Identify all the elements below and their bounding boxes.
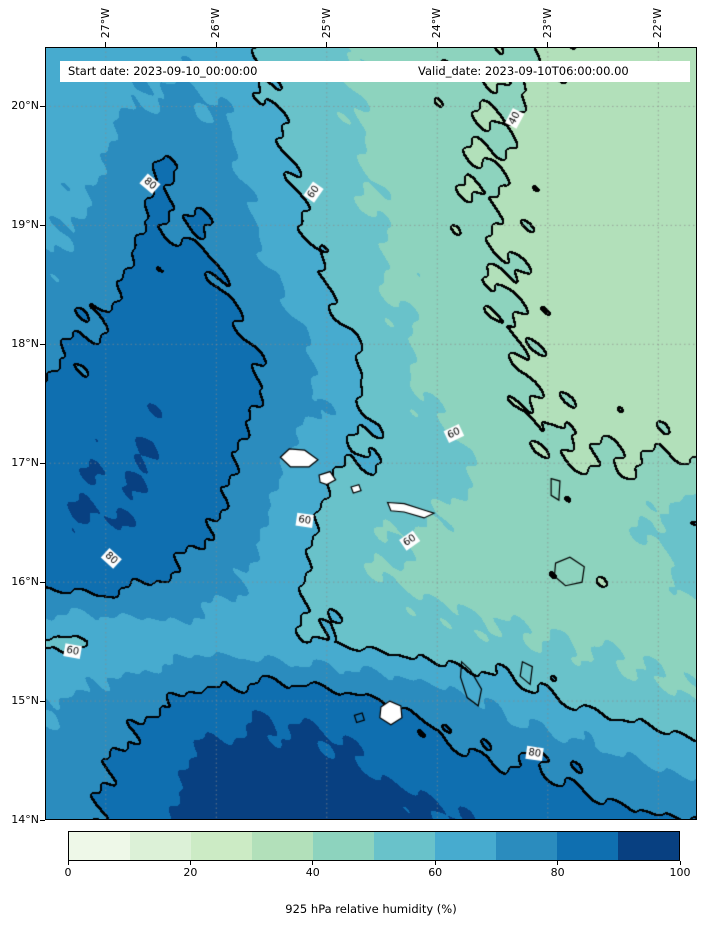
colorbar-tick-label: 20 — [183, 866, 198, 879]
colorbar — [68, 831, 680, 861]
colorbar-tick-mark — [679, 861, 681, 865]
lat-tick-mark — [40, 105, 45, 107]
lat-tick-label: 17°N — [11, 456, 39, 470]
colorbar-tick-label: 100 — [669, 866, 691, 879]
lon-tick-mark — [215, 42, 217, 47]
lat-tick-label: 20°N — [11, 99, 39, 113]
date-banner: Start date: 2023-09-10_00:00:00 Valid_da… — [60, 61, 690, 82]
lat-tick-mark — [40, 700, 45, 702]
lat-tick-label: 18°N — [11, 337, 39, 351]
colorbar-segment — [435, 832, 496, 860]
lon-tick-label: 24°W — [430, 7, 444, 39]
colorbar-tick-label: 40 — [305, 866, 320, 879]
colorbar-segment — [313, 832, 374, 860]
lon-tick-mark — [326, 42, 328, 47]
colorbar-segment — [374, 832, 435, 860]
colorbar-segment — [130, 832, 191, 860]
lon-tick-mark — [547, 42, 549, 47]
lon-tick-mark — [105, 42, 107, 47]
lat-tick-mark — [40, 581, 45, 583]
colorbar-segment — [252, 832, 313, 860]
lat-tick-mark — [40, 343, 45, 345]
lon-tick-label: 27°W — [98, 7, 112, 39]
colorbar-tick-label: 80 — [550, 866, 565, 879]
colorbar-tick-mark — [67, 861, 69, 865]
colorbar-tick-label: 60 — [428, 866, 443, 879]
lat-tick-mark — [40, 819, 45, 821]
lat-tick-label: 14°N — [11, 813, 39, 826]
colorbar-tick-mark — [312, 861, 314, 865]
lon-tick-label: 25°W — [319, 7, 333, 39]
lon-tick-mark — [436, 42, 438, 47]
colorbar-tick-mark — [557, 861, 559, 865]
colorbar-caption: 925 hPa relative humidity (%) — [285, 902, 457, 916]
lon-tick-label: 26°W — [209, 7, 223, 39]
lat-tick-label: 16°N — [11, 575, 39, 589]
lat-tick-mark — [40, 462, 45, 464]
colorbar-tick-mark — [434, 861, 436, 865]
colorbar-tick-mark — [189, 861, 191, 865]
valid-date-label: Valid_date: 2023-09-10T06:00:00.00 — [418, 64, 629, 78]
colorbar-segment — [191, 832, 252, 860]
humidity-contour-canvas — [45, 47, 697, 820]
lon-tick-label: 22°W — [651, 7, 665, 39]
lon-tick-label: 23°W — [540, 7, 554, 39]
map-plot-area: Start date: 2023-09-10_00:00:00 Valid_da… — [45, 47, 697, 820]
colorbar-segment — [69, 832, 130, 860]
colorbar-tick-label: 0 — [64, 866, 72, 879]
lat-tick-label: 15°N — [11, 694, 39, 708]
lat-tick-label: 19°N — [11, 218, 39, 232]
start-date-label: Start date: 2023-09-10_00:00:00 — [68, 64, 258, 78]
colorbar-segment — [557, 832, 618, 860]
colorbar-segment — [496, 832, 557, 860]
lon-tick-mark — [657, 42, 659, 47]
colorbar-segment — [618, 832, 679, 860]
lat-tick-mark — [40, 224, 45, 226]
